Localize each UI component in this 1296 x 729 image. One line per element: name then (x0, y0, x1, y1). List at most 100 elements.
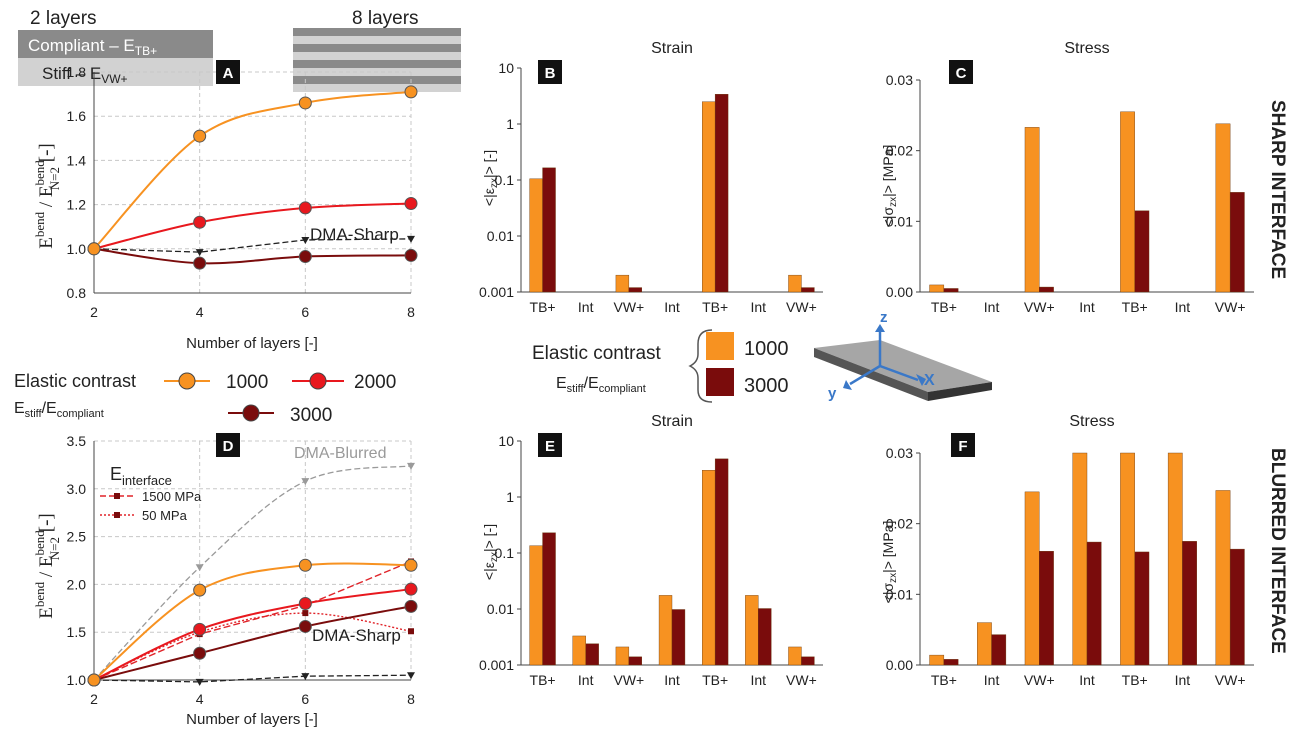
legend-center-ratio: Estiff/Ecompliant (556, 375, 646, 395)
panel-d-point-dma-blurred (407, 462, 415, 470)
panel-a-point-2000 (193, 215, 207, 229)
panel-e-bar-1000 (572, 635, 586, 666)
x-axis-label: X (924, 372, 935, 389)
panel-b-ytick: 0.01 (487, 228, 514, 244)
panel-a-ytick: 1.0 (67, 241, 87, 257)
legend-left-ratio: Estiff/Ecompliant (14, 400, 104, 420)
panel-b-xtick: VW+ (613, 299, 644, 315)
panel-d-ytick: 2.0 (67, 576, 87, 592)
panel-b-bar-3000 (542, 167, 556, 293)
panel-a-point-dma-sharp (195, 249, 204, 257)
panel-f-xtick: Int (1175, 672, 1191, 688)
legend-left-label-3000: 3000 (290, 405, 332, 426)
sharp-interface-label: SHARP INTERFACE (1267, 100, 1288, 279)
panel-b-ytick: 1 (506, 116, 514, 132)
panel-d-point-dma-sharp (195, 678, 204, 686)
panel-b-ytick: 0.1 (495, 172, 515, 188)
panel-e-ytick: 10 (498, 433, 514, 449)
legend-center-swatch-1000 (706, 332, 734, 360)
panel-d-dma-blurred-label: DMA-Blurred (294, 445, 386, 462)
panel-f-bar-3000 (1229, 548, 1245, 666)
panel-f-title: Stress (1069, 413, 1114, 430)
panel-d-point-2000 (404, 582, 418, 596)
panel-d-point-50-mpa (408, 628, 414, 635)
panel-b-xtick: VW+ (786, 299, 817, 315)
panel-c-bar-3000 (943, 288, 959, 293)
panel-e-xtick: Int (578, 672, 594, 688)
panel-f-bar-3000 (1134, 551, 1150, 666)
legend-left-title: Elastic contrast (14, 371, 136, 391)
panel-b-ytick: 0.001 (479, 284, 514, 300)
panel-b-xtick: Int (664, 299, 680, 315)
panel-a-xtick: 4 (196, 304, 204, 320)
panel-c-xtick: TB+ (931, 299, 957, 315)
panel-d-point-3000 (298, 619, 312, 633)
panel-c-ytick: 0.02 (886, 143, 913, 159)
x-axis-arrowhead (916, 374, 926, 386)
panel-c-xtick: Int (1175, 299, 1191, 315)
eight-layer-schematic (293, 28, 461, 92)
panel-c-xtick: VW+ (1024, 299, 1055, 315)
panel-a-point-3000 (193, 256, 207, 270)
panel-d-point-3000 (404, 599, 418, 613)
panel-a-dma-sharp-label: DMA-Sharp (310, 225, 399, 244)
legend-center-label-3000: 3000 (744, 375, 789, 397)
legend-left-marker-3000 (242, 404, 260, 422)
panel-e-bar-3000 (758, 608, 772, 666)
panel-a-ytick: 1.2 (67, 197, 87, 213)
panel-c-xtick: VW+ (1215, 299, 1246, 315)
beam-side-face (814, 348, 928, 401)
panel-f-bar-3000 (1182, 541, 1197, 666)
panel-a-point-dma-sharp (301, 236, 310, 244)
panel-f-bar-3000 (943, 659, 959, 666)
panel-e-bar-3000 (542, 532, 556, 666)
panel-f-ytick: 0.03 (886, 445, 913, 461)
panel-e-ytick: 0.1 (495, 545, 515, 561)
panel-b-chart: 0.001 0.01 0.1 1 10 TB+ Int VW+ Int TB+ Int VW+ B S… (479, 40, 823, 315)
panel-d-ytick: 1.5 (67, 624, 87, 640)
panel-a-line-2000 (93, 202, 412, 250)
panel-c-bar-1000 (1215, 123, 1231, 293)
panel-d-point-50-mpa (302, 610, 309, 617)
panel-d-badge (216, 433, 240, 457)
beam-coordinate-icon: z X y (814, 309, 992, 402)
legend-center-label-1000: 1000 (744, 338, 789, 360)
blurred-interface-label: BLURRED INTERFACE (1267, 448, 1288, 654)
panel-b-bar-1000 (788, 274, 802, 293)
panel-d-chart: 1.0 1.5 2.0 2.5 3.0 3.5 2 4 6 8 D Number of layer… (32, 433, 418, 728)
panel-c-title: Stress (1064, 40, 1109, 57)
panel-e-ytick: 1 (506, 489, 514, 505)
panel-f-bar-1000 (1167, 452, 1183, 666)
panel-b-ytick: 10 (498, 60, 514, 76)
panel-e-bar-3000 (585, 643, 599, 666)
panel-f-xtick: VW+ (1215, 672, 1246, 688)
panel-a-letter: A (223, 65, 234, 82)
z-axis-arrowhead (875, 324, 885, 332)
panel-c-letter: C (956, 65, 967, 82)
panel-d-point-2000 (193, 622, 207, 636)
panel-c-bar-1000 (1024, 127, 1040, 293)
panel-c-ytick: 0.00 (886, 284, 913, 300)
panel-d-ytick: 3.0 (67, 481, 87, 497)
panel-a-ylabel: Ebend / EbendN=2 [-] (32, 143, 62, 249)
two-layer-schematic: Compliant – ETB+ Stiff – EVW+ (18, 30, 213, 86)
panel-e-title: Strain (651, 413, 693, 430)
panel-e-bar-1000 (529, 545, 543, 666)
elastic-contrast-legend-left: Elastic contrast Estiff/Ecompliant 1000 … (14, 371, 396, 426)
z-axis-label: z (880, 309, 888, 326)
panel-c-bar-3000 (1039, 286, 1054, 293)
legend-marker-50 (114, 512, 120, 518)
panel-f-bar-1000 (1024, 491, 1040, 666)
compliant-layer-label: Compliant – ETB+ (28, 36, 157, 58)
panel-d-xtick: 4 (196, 691, 204, 707)
panel-e-bar-3000 (801, 656, 815, 666)
panel-e-bar-3000 (628, 656, 642, 666)
panel-d-xtick: 8 (407, 691, 415, 707)
panel-e-xtick: VW+ (613, 672, 644, 688)
panel-a-ytick: 1.8 (67, 64, 87, 80)
panel-f-xtick: TB+ (1122, 672, 1148, 688)
panel-a-badge (216, 60, 240, 84)
panel-a-point-1000 (193, 129, 207, 143)
